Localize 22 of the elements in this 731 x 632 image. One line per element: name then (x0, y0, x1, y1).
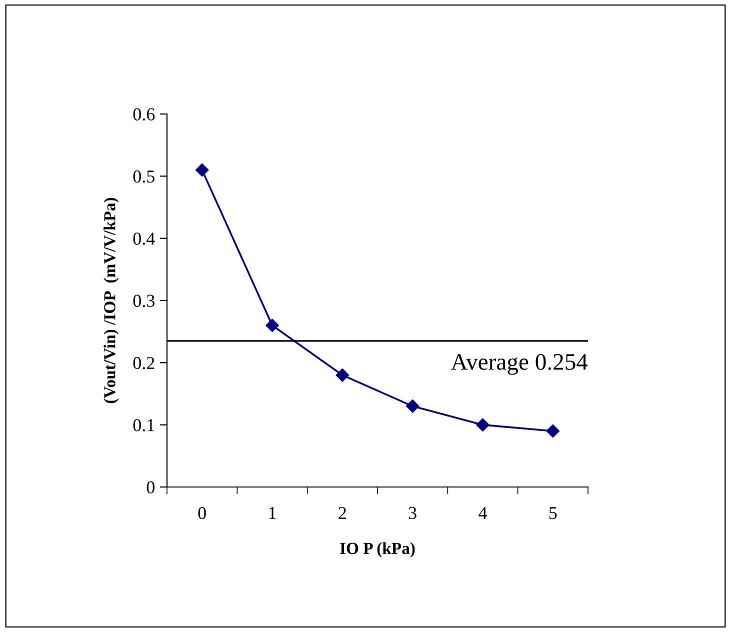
y-tick-label: 0 (146, 481, 155, 494)
x-tick-label: 5 (549, 507, 557, 520)
point (406, 400, 420, 413)
point (266, 318, 279, 332)
ref-line-label: Average 0.254 (450, 354, 588, 375)
y-tick-label: 0.3 (133, 294, 154, 308)
point (546, 424, 560, 438)
x-tick-label: 3 (408, 507, 416, 520)
y-tick-label: 0.6 (133, 108, 155, 121)
y-axis-title: (Vout/Vin) /IOP (mV/V/kPa) (104, 198, 119, 404)
point (195, 163, 209, 177)
x-tick-label: 0 (198, 506, 206, 520)
y-tick-label: 0.2 (133, 356, 154, 370)
x-tick-label: 1 (269, 507, 276, 519)
x-tick-label: 2 (338, 507, 346, 519)
x-axis-title: IO P (kPa) (340, 542, 415, 558)
y-tick-label: 0.1 (133, 419, 154, 432)
x-tick-label: 4 (478, 507, 487, 519)
point (336, 368, 350, 382)
y-tick-label: 0.4 (133, 232, 155, 245)
y-tick-label: 0.5 (133, 170, 154, 183)
point (476, 418, 490, 432)
